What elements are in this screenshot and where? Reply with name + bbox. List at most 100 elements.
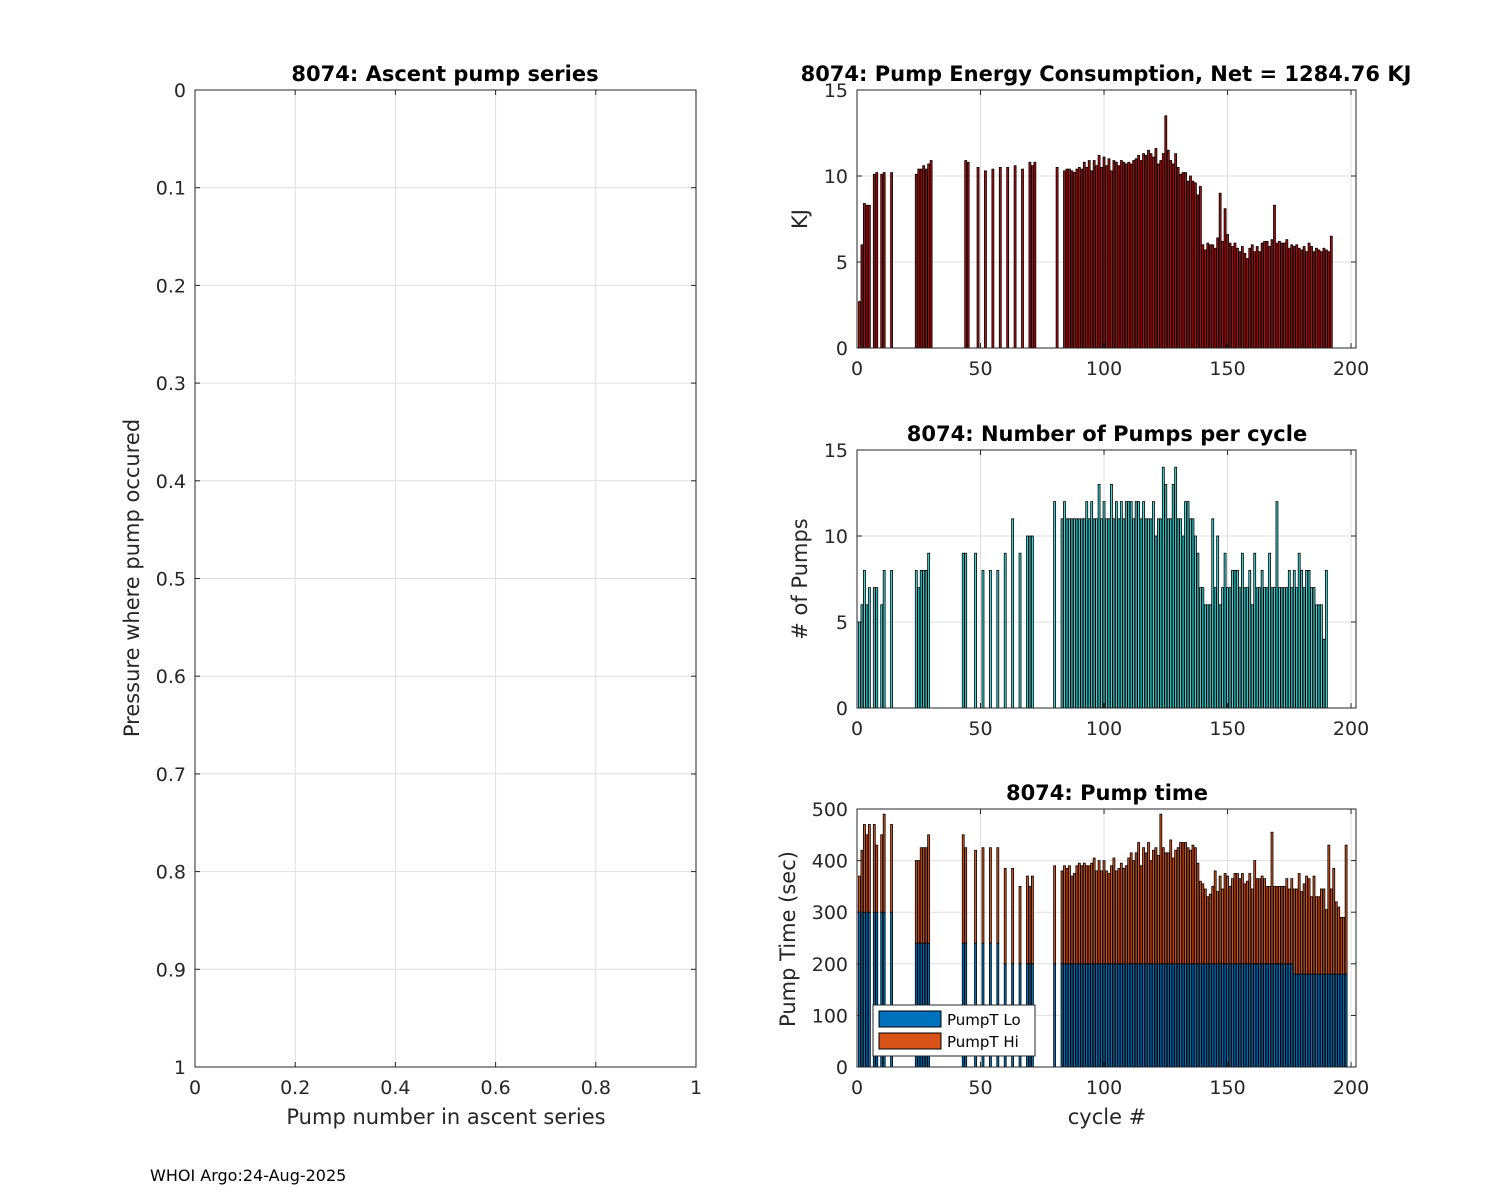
bar-energy	[1203, 249, 1207, 349]
pumps-axes-box	[856, 449, 1357, 709]
bar-pumpt-lo	[1263, 963, 1266, 1068]
bar-energy	[1320, 251, 1323, 349]
bar-pumpt-hi	[924, 847, 928, 944]
bar-pumpt-hi	[1053, 865, 1057, 965]
bar-energy	[1327, 251, 1331, 349]
bar-pumpt-hi	[1238, 878, 1242, 965]
bar-pumpt-hi	[1137, 842, 1141, 965]
bar-pumps	[867, 587, 871, 709]
bar-pumpt-hi	[1315, 896, 1318, 975]
bar-pumpt-lo	[1324, 973, 1328, 1068]
bar-pumpt-hi	[1184, 842, 1187, 965]
energy-axes-box	[856, 89, 1357, 349]
x-tick-label: 0.2	[280, 1077, 310, 1099]
bar-pumpt-hi	[1092, 857, 1096, 965]
bar-energy	[924, 168, 928, 349]
bar-pumps	[1075, 518, 1079, 709]
bar-energy	[1137, 154, 1141, 349]
bar-pumps	[1065, 518, 1069, 709]
bar-energy	[890, 172, 893, 349]
bar-pumpt-hi	[1216, 891, 1220, 965]
bar-pumpt-lo	[1317, 973, 1321, 1068]
legend-swatch-hi	[878, 1032, 942, 1050]
bar-pumpt-hi	[1077, 862, 1081, 965]
bar-pumps	[1100, 518, 1103, 709]
bar-pumps	[1176, 518, 1180, 709]
bar-pumps	[1159, 518, 1163, 709]
bar-pumps	[1149, 518, 1153, 709]
bar-pumps	[1198, 587, 1202, 709]
bar-pumps	[863, 570, 866, 709]
bar-pumpt-hi	[1134, 852, 1138, 965]
bar-pumps	[1317, 604, 1321, 709]
bar-pumpt-hi	[1312, 875, 1316, 975]
bar-energy	[865, 204, 869, 349]
bar-pumpt-lo	[1245, 963, 1249, 1068]
bar-pumpt-lo	[1156, 963, 1160, 1068]
bar-pumpt-lo	[1273, 963, 1276, 1068]
bar-pumpt-lo	[1110, 963, 1113, 1068]
bar-pumps	[1082, 518, 1086, 709]
bar-energy	[1226, 234, 1229, 349]
bar-pumps	[1324, 570, 1328, 709]
bar-pumpt-lo	[1226, 963, 1229, 1068]
bar-pumpt-lo	[1275, 963, 1279, 1068]
bar-pumps	[1152, 501, 1155, 709]
bar-energy	[1310, 246, 1313, 349]
bar-energy	[860, 244, 864, 349]
bar-energy	[1055, 166, 1059, 349]
bar-pumpt-lo	[1290, 963, 1294, 1068]
pumptime-title: 8074: Pump time	[1006, 781, 1208, 805]
bar-energy	[1085, 166, 1089, 349]
bar-energy	[1243, 252, 1247, 349]
bar-pumps	[1258, 587, 1262, 709]
bar-pumpt-lo	[1117, 963, 1121, 1068]
bar-energy	[1216, 237, 1220, 349]
bar-pumpt-hi	[1208, 893, 1212, 965]
bar-pumps	[1228, 587, 1232, 709]
bar-pumps	[1297, 552, 1301, 709]
bar-pumpt-hi	[1060, 870, 1064, 965]
bar-energy	[1258, 251, 1262, 349]
bar-energy	[1322, 247, 1326, 349]
bar-pumps	[924, 570, 928, 709]
bar-pumpt-hi	[1072, 873, 1076, 965]
bar-energy	[1013, 165, 1017, 349]
bar-pumpt-lo	[1213, 963, 1217, 1068]
bar-pumpt-hi	[858, 875, 861, 913]
bar-pumpt-hi	[1228, 886, 1232, 965]
bar-pumpt-lo	[1300, 973, 1304, 1068]
bar-pumpt-hi	[1161, 847, 1165, 965]
pumptime-xlabel: cycle #	[1068, 1105, 1147, 1129]
bar-pumpt-hi	[1221, 888, 1224, 965]
bar-pumpt-hi	[1152, 849, 1155, 965]
bar-pumps	[1310, 587, 1313, 709]
bar-pumpt-lo	[1179, 963, 1182, 1068]
bar-energy	[1100, 166, 1103, 349]
energy-bars	[858, 115, 1333, 349]
bar-pumpt-lo	[1211, 963, 1215, 1068]
bar-energy	[1228, 242, 1232, 349]
bar-pumpt-hi	[1255, 878, 1259, 965]
bar-pumps	[1290, 587, 1294, 709]
bar-energy	[1240, 246, 1244, 349]
x-tick-label: 0	[189, 1077, 201, 1099]
x-tick-label: 200	[1333, 358, 1369, 380]
energy-axes: 8074: Pump Energy Consumption, Net = 128…	[788, 62, 1411, 380]
bar-energy	[1198, 185, 1202, 349]
bar-pumps	[1077, 518, 1081, 709]
bar-pumpt-hi	[1031, 875, 1034, 965]
x-tick-label: 150	[1209, 718, 1245, 740]
bar-energy	[1265, 240, 1269, 349]
bar-pumpt-hi	[1263, 878, 1266, 965]
bar-pumps	[1110, 483, 1113, 709]
bar-pumpt-hi	[1324, 909, 1328, 975]
bar-pumps	[1221, 587, 1224, 709]
y-tick-label: 0	[174, 80, 186, 102]
x-tick-label: 50	[968, 718, 992, 740]
bar-pumpt-lo	[1147, 963, 1150, 1068]
bar-energy	[875, 172, 879, 349]
bar-pumpt-hi	[1122, 867, 1126, 965]
bar-pumpt-hi	[1201, 883, 1205, 965]
y-tick-label: 15	[824, 440, 848, 462]
